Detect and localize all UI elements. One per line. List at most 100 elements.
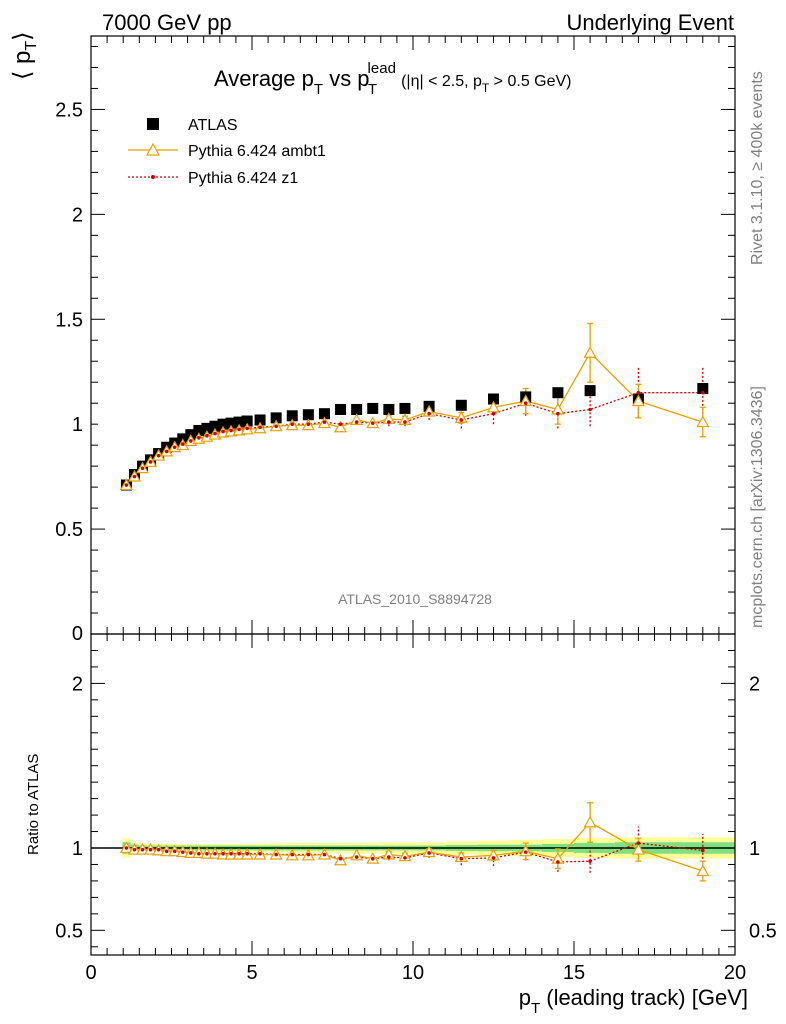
z1-ratio-marker <box>164 849 169 854</box>
atlas-data-point <box>209 420 221 432</box>
atlas-data-point <box>233 416 245 428</box>
ambt1-ratio-marker <box>382 847 396 860</box>
legend-label: Pythia 6.424 ambt1 <box>188 143 326 160</box>
z1-ratio-marker <box>427 851 431 855</box>
z1-ratio-marker <box>156 847 161 852</box>
atlas-data-point <box>302 409 314 421</box>
z1-ratio-marker <box>274 852 278 857</box>
ambt1-ratio-marker <box>350 848 364 861</box>
z1-ratio-marker <box>338 856 343 861</box>
atlas-data-point <box>241 415 253 427</box>
z1-ratio-marker <box>221 851 225 856</box>
z1-marker <box>229 428 233 433</box>
z1-ratio-marker <box>258 851 262 856</box>
x-axis-label: pT (leading track) [GeV] <box>519 985 748 1017</box>
z1-ratio-marker <box>459 856 464 861</box>
ratio-y-tick-label-right: 1 <box>749 838 760 860</box>
z1-ratio-marker <box>245 851 249 856</box>
y-tick-label: 2.5 <box>55 99 83 121</box>
z1-ratio-marker <box>213 851 217 856</box>
y-tick-label: 2 <box>72 204 83 226</box>
z1-marker <box>274 424 278 429</box>
x-tick-label: 15 <box>563 962 585 984</box>
atlas-data-point <box>225 417 237 429</box>
atlas-data-point <box>488 393 499 405</box>
ambt1-ratio-marker <box>583 815 597 828</box>
x-tick-label: 10 <box>402 962 424 984</box>
atlas-data-point <box>351 403 363 415</box>
z1-marker <box>427 411 431 416</box>
y-tick-label: 1 <box>72 414 83 436</box>
x-tick-label: 0 <box>85 962 96 984</box>
ambt1-marker <box>486 400 501 413</box>
z1-marker <box>124 483 129 487</box>
axis-ticks: 0 5 10 15 200.511.522.500.5 0.51 12 2 <box>55 36 777 984</box>
z1-marker <box>148 460 153 464</box>
z1-marker <box>556 411 560 416</box>
z1-marker <box>189 439 193 443</box>
z1-marker <box>290 422 295 426</box>
ratio-y-tick-label: 2 <box>72 673 83 695</box>
y-tick-label: 0.5 <box>55 519 83 541</box>
side-text-rivet: Rivet 3.1.10, ≥ 400k events <box>749 71 766 265</box>
z1-ratio-marker <box>140 847 145 852</box>
z1-ratio-marker <box>370 856 375 861</box>
z1-marker <box>132 474 137 479</box>
ambt1-ratio-marker <box>631 842 645 855</box>
legend: ATLAS Pythia 6.424 ambt1 Pythia 6.424 z1 <box>128 117 326 187</box>
ratio-y-tick-label-right: 0.5 <box>749 920 777 942</box>
z1-marker <box>180 442 185 446</box>
z1-ratio-marker <box>237 851 241 856</box>
z1-marker <box>338 422 343 426</box>
ratio-panel-frame <box>90 633 736 956</box>
z1-marker <box>588 407 592 412</box>
atlas-data-point <box>193 424 205 436</box>
atlas-data-point <box>335 403 347 415</box>
z1-marker <box>172 445 177 450</box>
z1-ratio-marker <box>387 855 391 859</box>
z1-marker <box>205 433 209 438</box>
analysis-tag: ATLAS_2010_S8894728 <box>338 591 492 607</box>
atlas-data-point <box>552 387 564 399</box>
plot-title: Average pT vs plead T (|η| < 2.5, pT > 0.5… <box>214 60 572 98</box>
z1-ratio-marker <box>124 846 129 850</box>
atlas-data-point <box>254 414 266 426</box>
z1-marker <box>403 420 407 424</box>
legend-atlas-marker <box>147 118 159 130</box>
z1-marker <box>237 427 241 432</box>
ambt1-ratio-marker <box>454 850 468 863</box>
z1-marker <box>164 449 169 454</box>
z1-marker <box>491 411 496 416</box>
ambt1-ratio-marker <box>696 864 710 877</box>
side-text-mcplots: mcplots.cern.ch [arXiv:1306.3436] <box>749 386 766 628</box>
z1-marker <box>636 390 641 395</box>
legend-z1-marker <box>151 175 155 179</box>
z1-marker <box>354 420 359 424</box>
z1-marker <box>245 426 249 431</box>
z1-ratio-marker <box>205 851 209 856</box>
ambt1-marker <box>334 420 348 433</box>
ambt1-marker <box>454 411 468 423</box>
z1-marker <box>322 420 327 424</box>
ambt1-ratio-line <box>126 821 704 872</box>
z1-ratio-marker <box>701 848 705 853</box>
z1-marker <box>701 390 705 395</box>
y-axis-label: ⟨ pT⟩ <box>9 31 40 80</box>
z1-ratio-marker <box>491 856 496 860</box>
atlas-data-point <box>217 418 229 430</box>
z1-marker <box>197 436 201 440</box>
ambt1-marker <box>519 394 533 407</box>
atlas-data-point <box>697 383 709 395</box>
y-tick-label: 1.5 <box>55 309 83 331</box>
z1-ratio-marker <box>172 849 177 854</box>
z1-marker <box>140 466 145 471</box>
y-tick-label: 0 <box>72 623 83 645</box>
ratio-y-tick-label-right: 2 <box>749 673 760 695</box>
atlas-data-point <box>270 412 282 424</box>
ratio-y-tick-label: 0.5 <box>55 920 83 942</box>
z1-ratio-marker <box>148 847 153 852</box>
z1-ratio-marker <box>556 860 560 864</box>
ambt1-marker <box>631 394 645 407</box>
z1-marker <box>213 431 217 436</box>
